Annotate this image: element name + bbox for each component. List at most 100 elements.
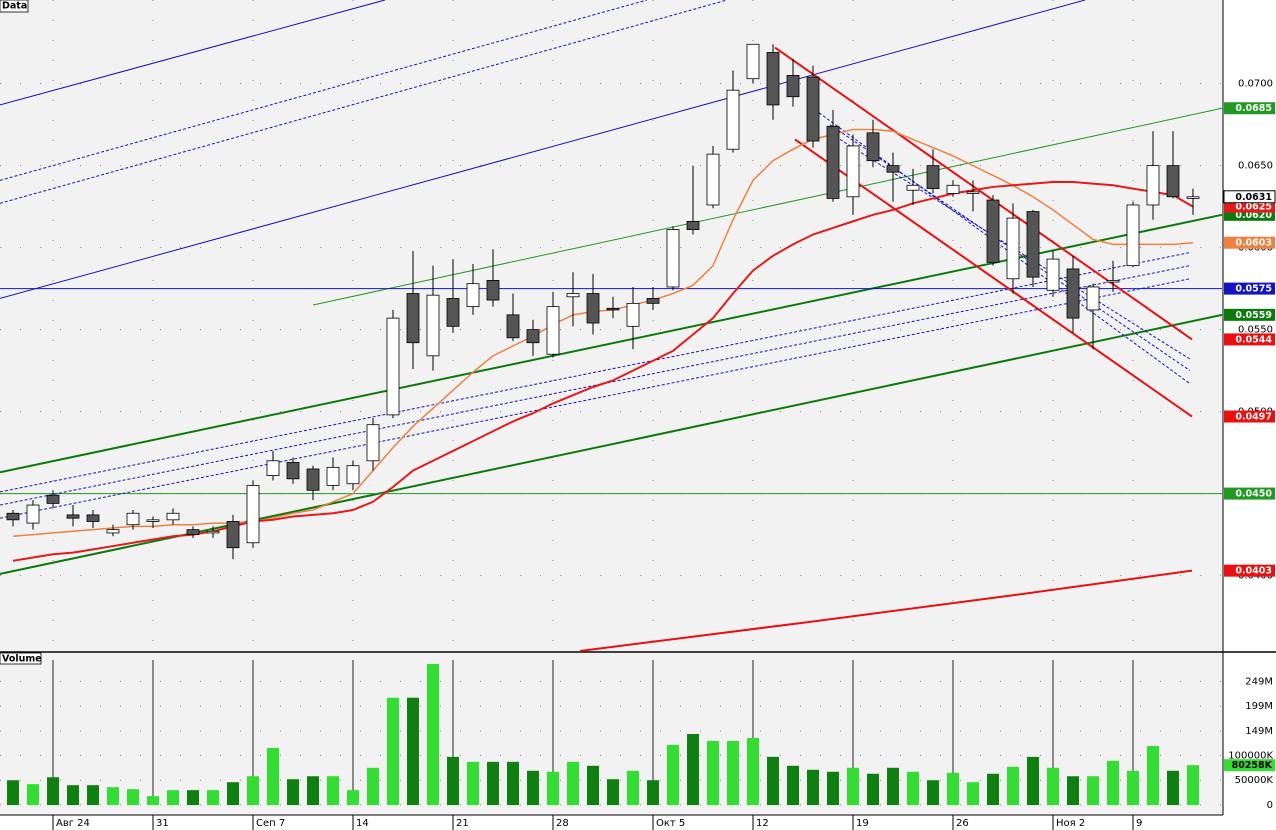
volume-bar [667,744,679,806]
price-tag [1224,102,1275,115]
volume-bar [787,765,799,806]
volume-bar [887,767,899,806]
volume-bar [987,773,999,806]
volume-bar [587,765,599,806]
candle-body [1086,286,1100,311]
x-tick-label: 31 [156,818,169,829]
volume-bar [867,773,879,806]
price-tag [1224,308,1275,321]
price-tag-label: 0.0450 [1235,489,1272,500]
volume-bar [627,770,639,806]
price-panel [0,0,1223,651]
volume-bar [547,771,559,806]
trend-line [0,0,1086,299]
price-tag [1224,564,1275,577]
x-tick-label: Авг 24 [56,818,90,829]
candle-body [786,75,800,98]
volume-bar [1087,776,1099,806]
volume-bar [1067,776,1079,806]
candle-body [326,466,340,486]
trend-line [0,0,386,106]
volume-bar [367,767,379,806]
volume-bar [167,790,179,806]
candle-body [366,424,380,462]
price-tag-label: 0.0685 [1235,103,1272,114]
trend-line [0,0,728,204]
candle-body [266,460,280,476]
y-tick-label: 0.0700 [1238,79,1273,90]
price-tag [1224,236,1275,249]
volume-bar [7,780,19,806]
candle-body [906,184,920,191]
x-tick-label: 19 [856,818,869,829]
price-tag-label: 0.0497 [1235,412,1272,423]
volume-bar [507,761,519,806]
candle-body [486,280,500,301]
moving-average [12,128,1194,537]
x-tick-label: Окт 5 [656,818,685,829]
trend-line [579,569,1193,652]
candle-body [206,530,220,534]
y-tick-label: 0 [1267,800,1273,811]
volume-bar [287,779,299,806]
price-tag-label: 0.0631 [1235,192,1272,203]
trend-line [0,0,648,181]
candle-body [1166,165,1180,198]
title-box [0,652,42,665]
volume-bar [187,790,199,806]
candle-body [706,153,720,206]
candle-body [686,220,700,230]
volume-bar [27,784,39,806]
price-tag [1223,190,1276,204]
candle-body [1146,165,1160,206]
volume-bar [607,779,619,806]
candle-body [566,293,580,298]
price-tag [1224,410,1275,423]
y-tick-label: 199M [1245,701,1273,712]
volume-bar [387,697,399,806]
price-tag-label: 0.0544 [1235,334,1272,345]
price-tag-label: 0.0403 [1235,566,1272,577]
volume-bar [827,771,839,806]
price-tag-label: 0.0575 [1235,284,1272,295]
x-tick-label: Ноя 2 [1056,818,1085,829]
volume-bar [487,761,499,806]
price-tag [1224,759,1275,772]
candle-body [666,229,680,288]
candle-body [186,529,200,535]
volume-bar [107,787,119,806]
candle-body [46,494,60,504]
volume-bar [907,771,919,806]
volume-bar [407,697,419,806]
candle-body [886,165,900,173]
price-tag [1224,487,1275,500]
volume-bar [347,790,359,806]
candle-body [246,484,260,544]
volume-bar [1047,767,1059,806]
volume-bar [707,740,719,806]
volume-bar [127,789,139,806]
candle-body [1106,280,1120,283]
y-tick-label: 149M [1245,726,1273,737]
volume-bar [227,782,239,806]
candle-body [146,519,160,522]
price-tag [1224,282,1275,295]
volume-bar [647,780,659,806]
volume-bar [527,770,539,806]
x-tick-label: Сеп 7 [256,818,285,829]
candle-body [546,306,560,355]
volume-bar [1187,765,1199,806]
volume-bar [727,740,739,806]
volume-bar [747,737,759,806]
candle-body [126,512,140,526]
volume-bar [67,785,79,806]
candle-body [726,89,740,150]
price-tag-label: 80258K [1232,760,1273,771]
price-tag-label: 0.0603 [1235,238,1272,249]
trend-line [794,138,1193,418]
candle-body [946,184,960,194]
panel-title: Volume [2,654,42,665]
volume-bar [47,777,59,806]
price-tag-label: 0.0559 [1235,310,1272,321]
